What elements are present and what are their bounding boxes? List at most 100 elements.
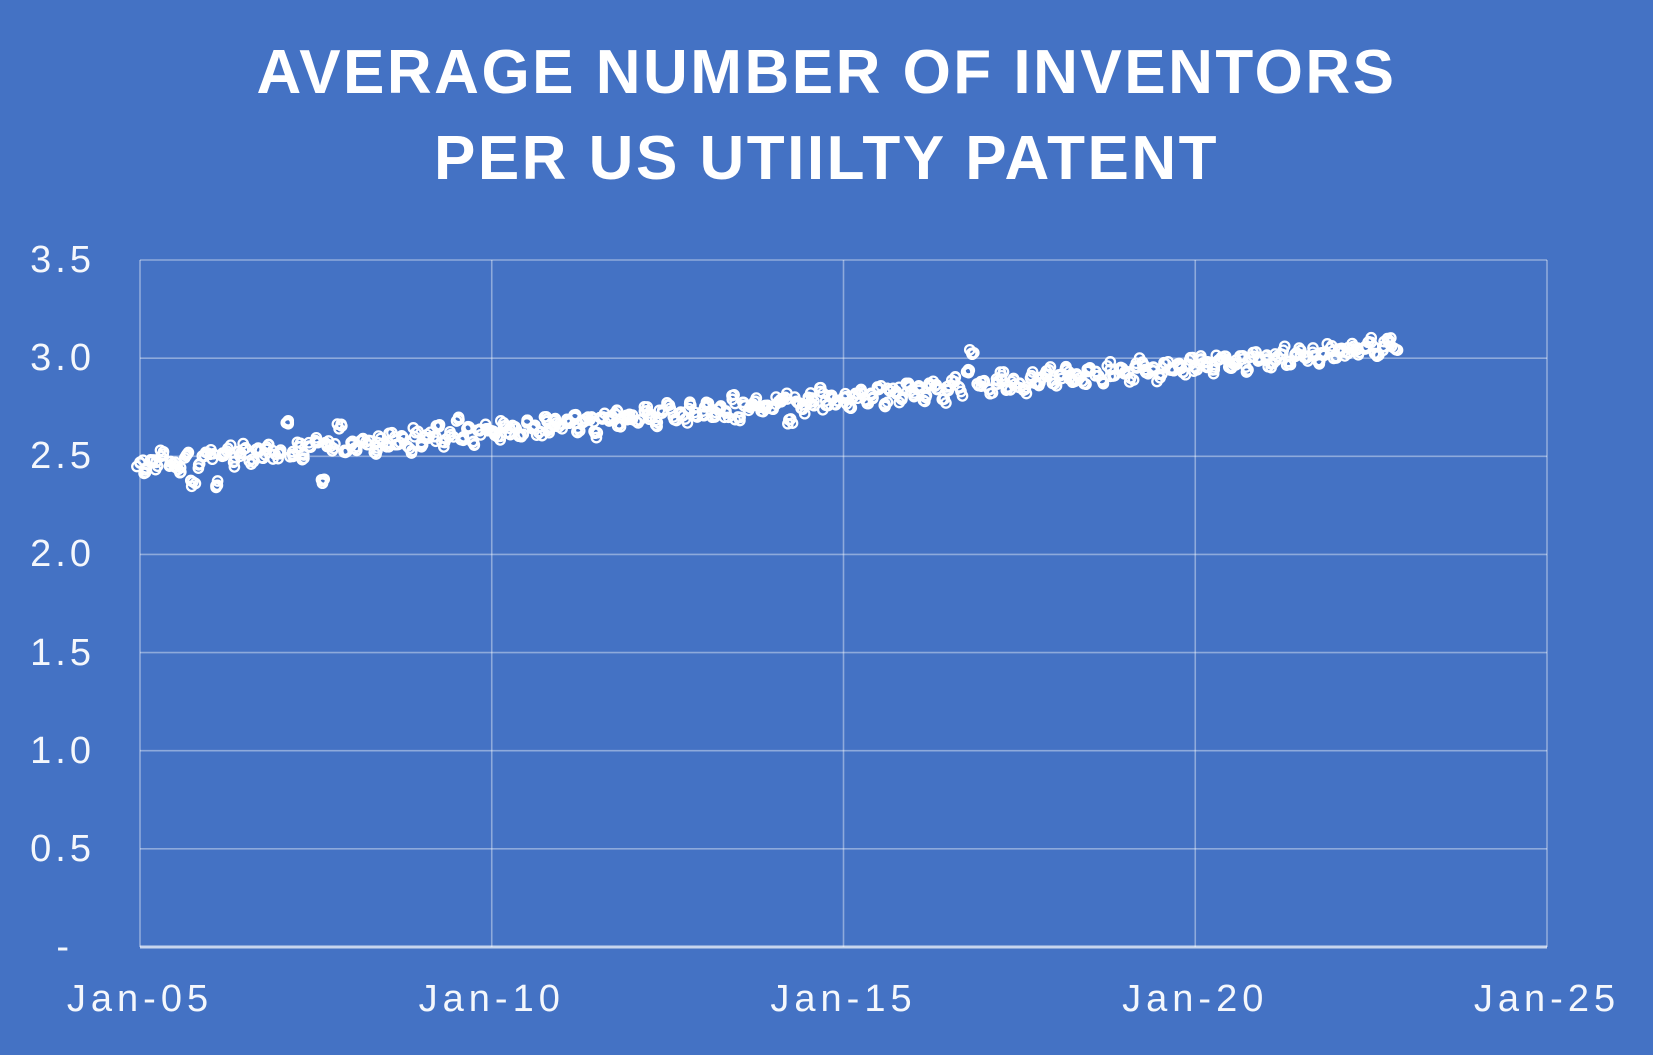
data-point [920, 389, 933, 402]
data-point [1133, 352, 1146, 364]
data-point [407, 422, 420, 434]
y-tick-label: 1.0 [30, 729, 95, 772]
x-tick-label: Jan-25 [1473, 978, 1621, 1020]
data-point [1158, 356, 1170, 369]
y-tick-label: 1.5 [30, 631, 95, 674]
data-point [805, 398, 818, 411]
data-point [684, 396, 696, 409]
data-point [1280, 359, 1293, 371]
data-point [331, 418, 344, 430]
data-point [206, 453, 219, 466]
data-point [1188, 360, 1200, 373]
data-point [918, 395, 931, 408]
data-point [879, 400, 891, 413]
data-point [590, 431, 603, 444]
data-point [798, 407, 811, 420]
data-point [1352, 348, 1365, 361]
data-point [467, 435, 480, 448]
data-point [178, 452, 191, 464]
data-point [1188, 365, 1200, 377]
data-point [783, 413, 795, 426]
data-point [372, 430, 385, 442]
data-point [282, 417, 295, 430]
data-point [224, 439, 237, 452]
data-point [211, 475, 224, 487]
data-point [1059, 362, 1072, 375]
y-tick-label: 2.5 [30, 435, 95, 478]
data-point [494, 434, 507, 446]
data-point [211, 479, 224, 492]
data-point [484, 424, 496, 437]
data-point [776, 392, 789, 405]
x-tick-label: Jan-15 [770, 978, 917, 1020]
data-point [940, 397, 952, 409]
data-point [852, 388, 865, 400]
data-point [1307, 342, 1319, 354]
data-point [1124, 372, 1137, 385]
data-point [361, 438, 374, 451]
data-point [1227, 357, 1239, 370]
x-tick-label: Jan-20 [1122, 978, 1269, 1020]
y-tick-label: 3.5 [30, 239, 95, 281]
data-point [389, 438, 402, 451]
data-point [1116, 362, 1129, 375]
data-point [963, 343, 976, 356]
data-point [1241, 365, 1253, 378]
data-point [828, 397, 841, 410]
data-point [291, 436, 304, 449]
data-point [1236, 349, 1249, 362]
data-point [1096, 375, 1109, 388]
data-point [588, 425, 600, 438]
chart-title: AVERAGE NUMBER OF INVENTORS PER US UTIIL… [0, 30, 1653, 202]
data-point [945, 374, 958, 387]
y-tick-label: 3.0 [30, 337, 95, 380]
data-point [912, 382, 925, 395]
data-point [734, 414, 746, 427]
data-point [316, 475, 329, 487]
data-point [218, 447, 231, 459]
data-point [1020, 387, 1033, 400]
data-point [184, 474, 197, 487]
data-point [759, 403, 772, 415]
data-point [1207, 367, 1220, 380]
data-point [517, 428, 530, 441]
data-point [611, 420, 624, 432]
data-point [649, 414, 662, 427]
y-tick-label: 0.5 [30, 827, 95, 870]
data-point [1201, 361, 1213, 374]
data-point [805, 392, 818, 404]
data-point [661, 397, 673, 409]
data-point [370, 448, 382, 460]
data-point [154, 444, 167, 457]
data-point [953, 380, 965, 393]
data-point [430, 420, 443, 432]
data-point [237, 443, 250, 456]
data-point [1070, 368, 1083, 380]
data-point [149, 463, 162, 476]
data-point [822, 389, 835, 402]
data-point [442, 430, 455, 443]
data-point [174, 461, 187, 474]
data-point [676, 410, 689, 422]
data-point [396, 430, 409, 443]
data-point [963, 364, 976, 377]
data-point [977, 375, 990, 388]
data-point [568, 411, 581, 424]
data-point [942, 384, 955, 397]
data-point [729, 413, 741, 426]
data-point [138, 467, 150, 480]
data-point [1276, 348, 1289, 361]
data-point [994, 366, 1007, 378]
data-point [720, 405, 732, 417]
data-point [444, 425, 456, 438]
data-point [249, 443, 262, 456]
data-point [174, 466, 186, 479]
data-point [726, 389, 738, 402]
data-point [1080, 378, 1092, 391]
x-tick-label: Jan-05 [66, 978, 214, 1020]
chart-title-line-1: AVERAGE NUMBER OF INVENTORS [256, 38, 1397, 107]
data-point [274, 447, 286, 460]
data-point [571, 426, 584, 439]
data-point [437, 441, 450, 453]
